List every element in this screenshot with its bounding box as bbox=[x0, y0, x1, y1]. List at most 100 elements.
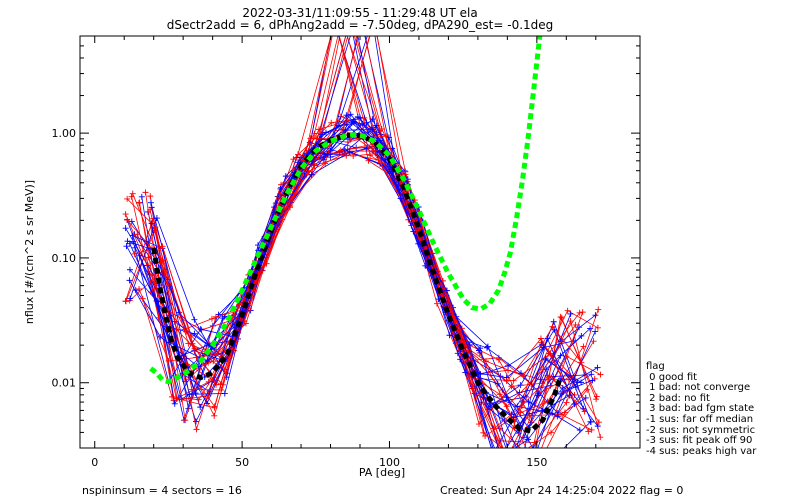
data-point-marker bbox=[514, 479, 520, 485]
data-point-marker bbox=[294, 159, 301, 166]
data-point-marker bbox=[148, 220, 155, 227]
data-point-marker bbox=[337, 147, 344, 154]
legend-entry: -2 sus: not symmetric bbox=[646, 424, 756, 436]
data-point-marker bbox=[331, 17, 337, 23]
data-point-marker bbox=[480, 429, 487, 436]
spin-curve bbox=[136, 140, 598, 463]
data-point-marker bbox=[490, 451, 496, 457]
data-point-marker bbox=[339, 17, 345, 23]
data-point-marker bbox=[359, 120, 366, 127]
data-point-marker bbox=[191, 316, 198, 323]
data-point-marker bbox=[282, 173, 289, 180]
data-point-marker bbox=[497, 448, 503, 454]
data-point-marker bbox=[188, 386, 195, 393]
data-point-marker bbox=[369, 126, 376, 133]
data-point-marker bbox=[332, 17, 338, 23]
spin-curve-line bbox=[151, 129, 571, 448]
data-point-marker bbox=[290, 156, 297, 163]
data-point-marker bbox=[363, 145, 370, 152]
data-point-marker bbox=[525, 436, 532, 443]
data-point-marker bbox=[218, 386, 225, 393]
data-point-marker bbox=[208, 315, 215, 322]
data-point-marker bbox=[147, 199, 154, 206]
chart-title: 2022-03-31/11:09:55 - 11:29:48 UT ela bbox=[242, 6, 478, 20]
data-point-marker bbox=[277, 184, 284, 191]
data-point-marker bbox=[352, 17, 358, 23]
data-point-marker bbox=[342, 127, 349, 134]
spin-curve bbox=[147, 36, 596, 448]
data-point-marker bbox=[402, 168, 409, 175]
data-point-marker bbox=[561, 388, 568, 395]
data-point-marker bbox=[592, 312, 599, 319]
data-point-marker bbox=[508, 383, 515, 390]
data-point-marker bbox=[559, 385, 566, 392]
data-point-marker bbox=[332, 17, 338, 23]
spin-curve bbox=[128, 17, 599, 416]
data-point-marker bbox=[322, 160, 329, 167]
legend-entry: 0 good fit bbox=[646, 371, 698, 383]
data-point-marker bbox=[383, 133, 390, 140]
data-point-marker bbox=[211, 412, 218, 419]
spin-curve-line bbox=[125, 137, 578, 448]
x-axis-label: PA [deg] bbox=[358, 466, 406, 479]
data-point-marker bbox=[371, 17, 377, 23]
data-point-marker bbox=[136, 199, 143, 206]
data-point-marker bbox=[537, 335, 544, 342]
data-point-marker bbox=[193, 426, 200, 433]
spin-curve-line bbox=[129, 36, 591, 448]
spin-curve bbox=[127, 114, 583, 434]
data-point-marker bbox=[594, 324, 601, 331]
data-point-marker bbox=[328, 119, 335, 126]
spin-curve-line bbox=[129, 36, 582, 431]
data-point-marker bbox=[152, 224, 159, 231]
data-point-marker bbox=[520, 373, 527, 380]
data-point-marker bbox=[594, 423, 601, 430]
data-point-marker bbox=[576, 309, 583, 316]
data-point-marker bbox=[446, 332, 453, 339]
data-point-marker bbox=[151, 280, 158, 287]
data-point-marker bbox=[136, 252, 143, 259]
data-point-marker bbox=[124, 238, 131, 245]
data-point-marker bbox=[592, 328, 599, 335]
data-point-marker bbox=[371, 17, 377, 23]
data-point-marker bbox=[593, 393, 600, 400]
spin-curve-line bbox=[138, 143, 595, 448]
data-point-marker bbox=[327, 154, 334, 161]
data-point-marker bbox=[525, 399, 532, 406]
data-point-marker bbox=[124, 195, 131, 202]
spin-curve bbox=[149, 148, 601, 387]
data-point-marker bbox=[576, 427, 583, 434]
data-point-marker bbox=[557, 313, 564, 320]
data-point-marker bbox=[571, 391, 578, 398]
spin-curve-line bbox=[132, 116, 599, 448]
data-point-marker bbox=[540, 366, 547, 373]
data-point-marker bbox=[546, 373, 553, 380]
data-point-marker bbox=[127, 295, 134, 302]
data-point-marker bbox=[508, 462, 514, 468]
data-point-marker bbox=[510, 414, 517, 421]
data-point-marker bbox=[311, 162, 318, 169]
data-point-marker bbox=[349, 17, 355, 23]
data-point-marker bbox=[589, 377, 596, 384]
data-point-marker bbox=[588, 371, 595, 378]
data-point-marker bbox=[344, 139, 351, 146]
data-point-marker bbox=[476, 347, 483, 354]
data-point-marker bbox=[484, 344, 491, 351]
data-point-marker bbox=[501, 457, 507, 463]
data-point-marker bbox=[343, 112, 350, 119]
data-point-marker bbox=[554, 409, 561, 416]
data-point-marker bbox=[594, 364, 601, 371]
y-tick-label: 1.00 bbox=[52, 127, 77, 140]
y-tick-label: 0.01 bbox=[52, 377, 77, 390]
data-point-marker bbox=[204, 358, 211, 365]
data-point-marker bbox=[358, 17, 364, 23]
data-point-marker bbox=[498, 454, 504, 460]
legend-entry: 1 bad: not converge bbox=[646, 382, 751, 394]
data-point-marker bbox=[369, 148, 376, 155]
data-point-marker bbox=[550, 318, 557, 325]
legend-entry: 2 bad: no fit bbox=[646, 392, 710, 404]
data-point-marker bbox=[147, 193, 154, 200]
data-point-marker bbox=[578, 332, 585, 339]
data-point-marker bbox=[165, 357, 172, 364]
